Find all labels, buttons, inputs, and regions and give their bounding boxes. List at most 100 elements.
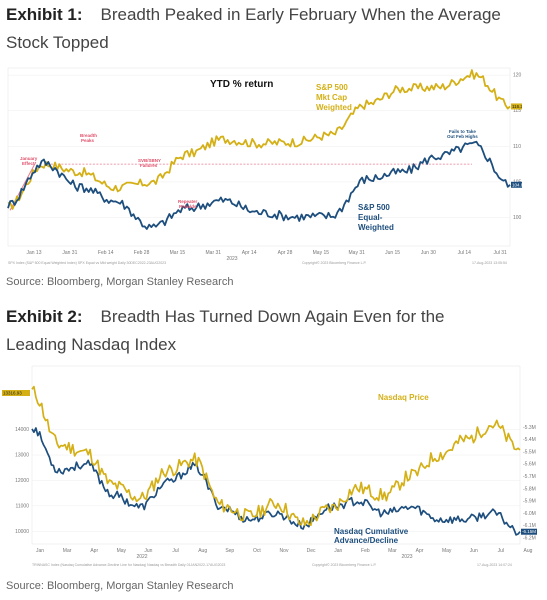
x-tick-label: Jun	[470, 548, 478, 554]
series-label-advance-decline-1: Nasdaq Cumulative	[334, 527, 409, 536]
exhibit2-number: Exhibit 2:	[6, 307, 83, 326]
annotation-fails: Fails to Take	[449, 129, 476, 134]
annotation-rebalds: Rebalds	[179, 204, 197, 209]
series-label-equal-weighted: Weighted	[358, 223, 394, 232]
y-left-tick-label: 11000	[15, 503, 29, 509]
y-right-tick-label: -5.3M	[523, 425, 536, 431]
x-year-label-2023: 2023	[401, 554, 412, 560]
footer-left: SPX Index (S&P 500 Equal Weighted Index)…	[8, 261, 166, 265]
annotation-repeater: Repeater	[178, 199, 198, 204]
x-tick-label: Aug	[198, 548, 207, 554]
y-left-tick-label: 10000	[15, 529, 29, 535]
x-tick-label: Mar	[388, 548, 397, 554]
x-year-label-2022: 2022	[136, 554, 147, 560]
x-tick-label: Aug	[524, 548, 533, 554]
x-tick-label: Apr	[416, 548, 424, 554]
annotation-peaks: Peaks	[81, 138, 95, 143]
x-tick-label: Oct	[253, 548, 261, 554]
x-tick-label: Sep	[225, 548, 234, 554]
x-tick-label: May	[442, 548, 452, 554]
y-right-tick-label: -5.9M	[523, 499, 536, 505]
last-value-label: 104.85	[512, 182, 522, 187]
exhibit2-title-line2: Leading Nasdaq Index	[6, 335, 177, 354]
x-tick-label: Jan 13	[26, 250, 41, 256]
x-tick-label: Jul 31	[493, 250, 507, 256]
y-right-tick-label: -5.4M	[523, 437, 536, 443]
series-line-mkt-cap	[7, 69, 511, 210]
footer-center: Copyright© 2023 Bloomberg Finance L.P.	[312, 563, 377, 567]
series-label-equal-weighted: Equal-	[358, 213, 383, 222]
last-value-tag-ad	[521, 528, 537, 535]
chart-title: YTD % return	[210, 79, 273, 90]
y-left-tick-label: 14000	[15, 427, 29, 433]
annotation-feb-highs: Out Feb Highs	[447, 134, 478, 139]
x-tick-label: Mar 15	[170, 250, 186, 256]
exhibit1-source: Source: Bloomberg, Morgan Stanley Resear…	[6, 276, 234, 288]
y-right-tick-label: -5.5M	[523, 449, 536, 455]
series-label-mkt-cap: S&P 500	[316, 83, 348, 92]
x-tick-label: Apr 14	[242, 250, 257, 256]
footer-right: 17-Aug-2023 14:07:24	[477, 563, 512, 567]
annotation-january: January	[20, 156, 38, 161]
x-tick-label: May	[117, 548, 127, 554]
series-label-nasdaq-price: Nasdaq Price	[378, 393, 429, 402]
y-left-tick-label: 12000	[15, 478, 29, 484]
y-tick-label: 120	[513, 73, 522, 79]
last-value-tag	[511, 103, 522, 110]
x-tick-label: Feb	[361, 548, 370, 554]
x-tick-label: May 31	[349, 250, 366, 256]
y-tick-label: 110	[513, 144, 521, 150]
x-tick-label: Mar	[63, 548, 72, 554]
annotation-effect: Effect	[22, 161, 35, 166]
x-tick-label: Dec	[307, 548, 316, 554]
exhibit2-title: Exhibit 2: Breadth Has Turned Down Again …	[6, 304, 445, 330]
y-tick-label: 115	[513, 108, 521, 114]
series-line-advance-decline	[31, 427, 521, 536]
last-value-tag-price	[2, 390, 30, 396]
y-right-tick-label: -5.8M	[523, 486, 536, 492]
x-tick-label: Apr 28	[278, 250, 293, 256]
x-tick-label: Jan	[334, 548, 342, 554]
exhibit1-title-text: Breadth Peaked in Early February When th…	[100, 5, 501, 24]
last-value-label: 116.28	[512, 104, 522, 109]
x-tick-label: Jul 14	[458, 250, 472, 256]
series-line-nasdaq-price	[31, 385, 521, 527]
x-tick-label: Feb 14	[98, 250, 114, 256]
x-year-label: 2023	[226, 256, 237, 262]
y-right-tick-label: -5.7M	[523, 474, 536, 480]
y-tick-label: 100	[513, 215, 522, 221]
footer-left: TRINNASC Index (Nasdaq Cumulative Advanc…	[32, 563, 225, 567]
exhibit1-number: Exhibit 1:	[6, 5, 83, 24]
series-line-equal-weighted	[7, 140, 511, 230]
last-value-label-ad: -6.15M	[522, 529, 536, 534]
exhibit2-source: Source: Bloomberg, Morgan Stanley Resear…	[6, 580, 234, 592]
annotation-svb: SVB/SBNY	[138, 158, 161, 163]
x-tick-label: Jun 15	[385, 250, 400, 256]
footer-center: Copyright© 2023 Bloomberg Finance L.P.	[302, 261, 367, 265]
y-right-tick-label: -6.0M	[523, 511, 536, 517]
x-tick-label: Apr	[90, 548, 98, 554]
series-label-mkt-cap: Weighted	[316, 103, 352, 112]
x-tick-label: Jul	[498, 548, 504, 554]
y-left-tick-label: 13000	[15, 453, 29, 459]
series-label-mkt-cap: Mkt Cap	[316, 93, 347, 102]
annotation-breadth: Breadth	[80, 133, 97, 138]
x-tick-label: Jul	[172, 548, 178, 554]
exhibit1-title-line2: Stock Topped	[6, 33, 109, 52]
plot-frame	[7, 67, 511, 247]
x-tick-label: Jun	[144, 548, 152, 554]
exhibit2-chart: 10000 11000 12000 13000 14000 -6.2M -6.1M -6.0M…	[2, 362, 542, 572]
y-right-tick-label: -6.1M	[523, 523, 536, 529]
exhibit2-chart-svg: 10000 11000 12000 13000 14000 -6.2M -6.1M -6.0M…	[2, 365, 537, 567]
last-value-label-price: 13316.93	[3, 391, 22, 396]
y-right-tick-label: -6.2M	[523, 535, 536, 541]
y-right-tick-label: -5.6M	[523, 462, 536, 468]
x-tick-label: May 15	[313, 250, 330, 256]
x-tick-label: Jan 31	[62, 250, 77, 256]
x-tick-label: Feb 28	[134, 250, 150, 256]
series-label-advance-decline-2: Advance/Decline	[334, 536, 399, 545]
exhibit1-title: Exhibit 1: Breadth Peaked in Early Februa…	[6, 2, 501, 28]
x-tick-label: Nov	[280, 548, 289, 554]
